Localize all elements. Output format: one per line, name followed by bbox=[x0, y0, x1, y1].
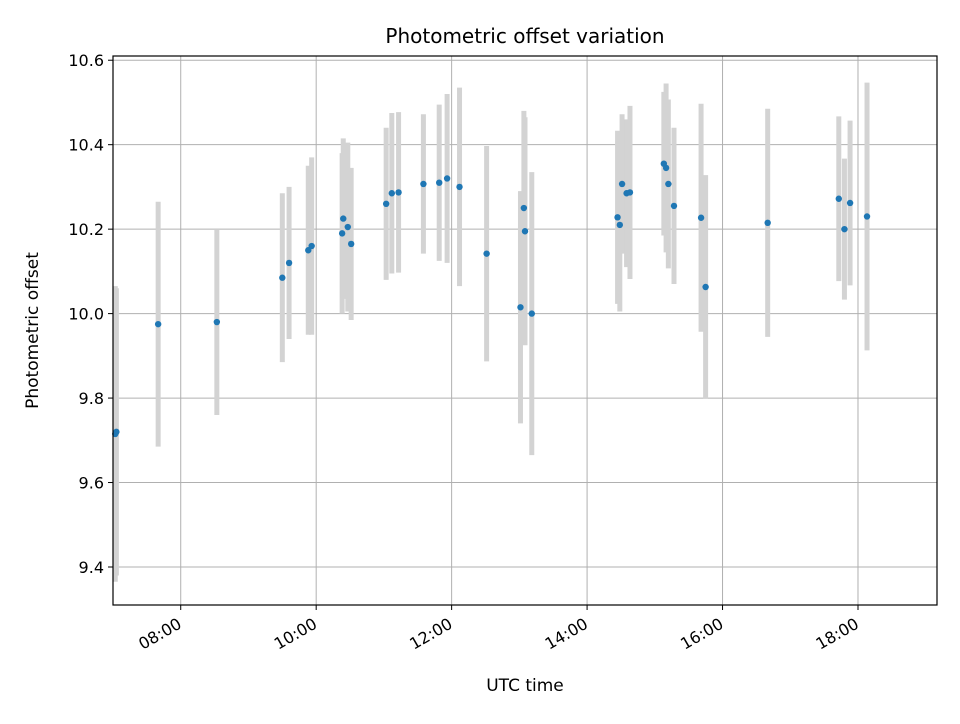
data-point bbox=[456, 183, 463, 191]
y-tick-label: 10.6 bbox=[68, 51, 104, 70]
data-point bbox=[702, 283, 709, 291]
data-point bbox=[436, 179, 443, 186]
data-point bbox=[528, 310, 535, 317]
data-point bbox=[279, 274, 286, 281]
data-point bbox=[520, 204, 528, 212]
x-axis-label: UTC time bbox=[486, 676, 564, 696]
data-point bbox=[618, 180, 626, 188]
y-axis-label: Photometric offset bbox=[23, 252, 43, 409]
data-point bbox=[614, 214, 621, 221]
data-point bbox=[347, 240, 355, 248]
data-point bbox=[443, 175, 451, 182]
y-tick-label: 9.8 bbox=[79, 389, 104, 408]
data-point bbox=[308, 242, 315, 250]
data-point bbox=[835, 195, 842, 202]
data-point bbox=[665, 180, 672, 188]
data-point bbox=[626, 189, 634, 196]
grid bbox=[113, 56, 937, 605]
data-point bbox=[338, 230, 346, 237]
data-point bbox=[841, 225, 848, 233]
data-point bbox=[213, 318, 221, 326]
data-point bbox=[670, 202, 678, 210]
data-point bbox=[344, 223, 351, 231]
y-tick-label: 10.0 bbox=[68, 305, 104, 324]
data-point bbox=[846, 199, 854, 207]
data-point bbox=[340, 215, 347, 222]
data-point bbox=[764, 219, 771, 227]
data-point bbox=[395, 189, 402, 196]
data-point bbox=[483, 250, 490, 257]
data-point bbox=[521, 228, 529, 235]
data-point bbox=[154, 320, 162, 328]
data-point bbox=[517, 304, 524, 311]
plot-frame bbox=[112, 55, 938, 606]
data-point bbox=[420, 180, 427, 188]
data-point bbox=[616, 221, 624, 229]
y-axis-ticks: 9.4 9.6 9.8 10.0 10.2 10.4 10.6 bbox=[68, 51, 113, 577]
y-tick-label: 9.4 bbox=[79, 558, 104, 577]
data-point bbox=[285, 259, 293, 267]
data-point bbox=[388, 190, 396, 197]
data-point bbox=[113, 428, 120, 436]
y-tick-label: 10.4 bbox=[68, 136, 104, 155]
y-tick-label: 9.6 bbox=[79, 474, 104, 493]
y-tick-label: 10.2 bbox=[68, 220, 104, 239]
data-point bbox=[382, 200, 390, 208]
data-point bbox=[662, 164, 670, 172]
chart-title: Photometric offset variation bbox=[385, 24, 664, 48]
data-point bbox=[697, 214, 705, 221]
data-point bbox=[863, 213, 871, 220]
data-points bbox=[112, 160, 871, 438]
